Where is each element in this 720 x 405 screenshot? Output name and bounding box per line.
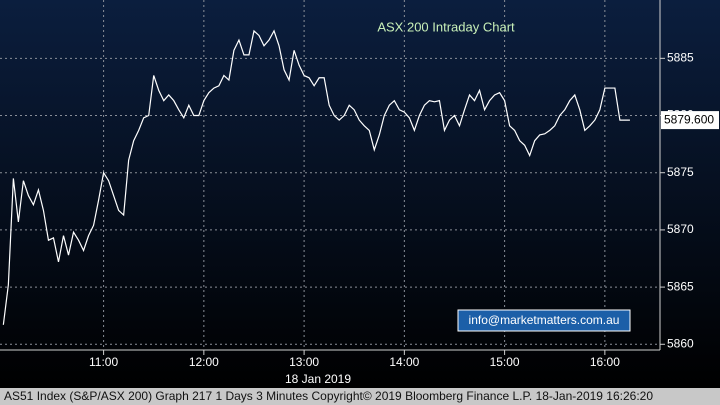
last-price-label: 5879.600 bbox=[664, 112, 714, 126]
x-axis-label: 18 Jan 2019 bbox=[285, 372, 351, 386]
y-tick-label: 5885 bbox=[667, 51, 694, 65]
watermark-box bbox=[457, 309, 631, 332]
chart-title: ASX 200 Intraday Chart bbox=[377, 19, 515, 34]
price-line bbox=[2, 29, 630, 325]
x-tick-label: 16:00 bbox=[590, 355, 620, 369]
x-tick-label: 12:00 bbox=[189, 355, 219, 369]
x-tick-label: 13:00 bbox=[289, 355, 319, 369]
footer-bar bbox=[0, 388, 720, 405]
last-price-box bbox=[661, 111, 719, 130]
watermark: info@marketmatters.com.au bbox=[469, 313, 620, 327]
y-tick-label: 5875 bbox=[667, 165, 694, 179]
footer-text: AS51 Index (S&P/ASX 200) Graph 217 1 Day… bbox=[4, 389, 653, 403]
y-tick-label: 5860 bbox=[667, 336, 694, 350]
x-tick-label: 11:00 bbox=[89, 355, 118, 369]
y-tick-label: 5865 bbox=[667, 279, 694, 293]
x-tick-label: 14:00 bbox=[389, 355, 419, 369]
y-tick-label: 5870 bbox=[667, 222, 694, 236]
x-tick-label: 15:00 bbox=[490, 355, 520, 369]
